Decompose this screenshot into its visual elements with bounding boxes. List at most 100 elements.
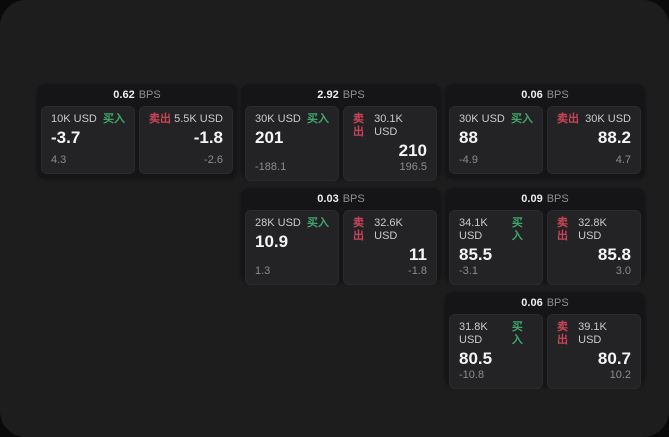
bps-header: 0.62 BPS: [37, 84, 237, 106]
sell-delta: 4.7: [615, 154, 631, 166]
sell-price: 88.2: [597, 128, 631, 148]
price-card: 0.62 BPS 10K USD 买入 -3.7 4.3 卖出 5.5K USD: [37, 84, 237, 178]
bps-header: 0.03 BPS: [241, 188, 441, 210]
bps-value: 0.06: [521, 296, 543, 309]
buy-price: 80.5: [459, 349, 493, 369]
buy-tag: 买入: [511, 321, 523, 347]
sell-tile-top: 卖出 39.1K USD: [557, 321, 631, 347]
sell-tag: 卖出: [149, 113, 171, 125]
bps-value: 0.03: [317, 192, 339, 205]
buy-delta: 1.3: [255, 264, 271, 277]
price-card: 0.09 BPS 34.1K USD 买入 85.5 -3.1 卖出 32.8K…: [445, 188, 645, 285]
sell-tile-top: 卖出 32.8K USD: [557, 217, 631, 243]
buy-delta: -3.1: [459, 264, 478, 277]
bps-value: 2.92: [317, 88, 339, 101]
sell-tag: 卖出: [557, 217, 568, 243]
sell-amount: 32.6K USD: [374, 217, 403, 243]
buy-tile-top: 34.1K USD 买入: [459, 217, 533, 243]
sell-tile[interactable]: 卖出 32.8K USD 85.8 3.0: [547, 210, 641, 285]
price-card: 0.06 BPS 31.8K USD 买入 80.5 -10.8 卖出 39.1…: [445, 292, 645, 389]
sell-delta: 10.2: [609, 368, 631, 381]
bps-value: 0.09: [521, 192, 543, 205]
buy-delta: -188.1: [255, 160, 287, 173]
bps-value: 0.62: [113, 88, 135, 101]
sell-delta: -2.6: [204, 154, 223, 166]
sell-price: 80.7: [597, 349, 631, 369]
bps-unit-label: BPS: [342, 88, 365, 101]
buy-delta: -4.9: [459, 154, 478, 166]
buy-tile-top: 30K USD 买入: [459, 113, 533, 126]
sell-tile-top: 卖出 30.1K USD: [353, 113, 427, 139]
buy-tile[interactable]: 28K USD 买入 10.9 1.3: [245, 210, 339, 285]
buy-tag: 买入: [103, 113, 125, 125]
buy-tile[interactable]: 31.8K USD 买入 80.5 -10.8: [449, 314, 543, 389]
buy-tile-top: 31.8K USD 买入: [459, 321, 533, 347]
sell-tag: 卖出: [557, 321, 568, 347]
sell-amount: 5.5K USD: [174, 113, 223, 125]
bps-header: 0.06 BPS: [445, 292, 645, 314]
sell-tile[interactable]: 卖出 39.1K USD 80.7 10.2: [547, 314, 641, 389]
sell-tile[interactable]: 卖出 30K USD 88.2 4.7: [547, 106, 641, 174]
buy-tile[interactable]: 34.1K USD 买入 85.5 -3.1: [449, 210, 543, 285]
sell-delta: 196.5: [399, 160, 427, 173]
sell-tile[interactable]: 卖出 30.1K USD 210 196.5: [343, 106, 437, 181]
buy-amount: 28K USD: [255, 217, 301, 229]
buy-tag: 买入: [511, 113, 533, 125]
buy-tile[interactable]: 10K USD 买入 -3.7 4.3: [41, 106, 135, 174]
bps-header: 0.09 BPS: [445, 188, 645, 210]
bps-unit-label: BPS: [546, 192, 569, 205]
sell-tile-top: 卖出 5.5K USD: [149, 113, 223, 126]
sell-amount: 39.1K USD: [578, 321, 607, 347]
buy-tag: 买入: [511, 217, 523, 243]
sell-tile-top: 卖出 30K USD: [557, 113, 631, 126]
bps-unit-label: BPS: [546, 296, 569, 309]
bps-header: 2.92 BPS: [241, 84, 441, 106]
sell-tile-top: 卖出 32.6K USD: [353, 217, 427, 243]
price-card: 2.92 BPS 30K USD 买入 201 -188.1 卖出 30.1K …: [241, 84, 441, 181]
sell-tag: 卖出: [353, 113, 364, 139]
sell-price: 11: [409, 245, 427, 265]
bps-unit-label: BPS: [138, 88, 161, 101]
card-body: 34.1K USD 买入 85.5 -3.1 卖出 32.8K USD 85.8…: [445, 210, 645, 289]
card-body: 28K USD 买入 10.9 1.3 卖出 32.6K USD 11 -1.8: [241, 210, 441, 289]
card-body: 31.8K USD 买入 80.5 -10.8 卖出 39.1K USD 80.…: [445, 314, 645, 393]
sell-amount: 32.8K USD: [578, 217, 607, 243]
buy-amount: 34.1K USD: [459, 217, 488, 243]
sell-price: 210: [398, 141, 427, 161]
bps-value: 0.06: [521, 88, 543, 101]
buy-price: 88: [459, 128, 478, 148]
buy-tag: 买入: [307, 113, 329, 125]
sell-amount: 30K USD: [585, 113, 631, 125]
buy-delta: -10.8: [459, 368, 485, 381]
buy-tile[interactable]: 30K USD 买入 88 -4.9: [449, 106, 543, 174]
buy-tile-top: 28K USD 买入: [255, 217, 329, 230]
sell-delta: -1.8: [408, 264, 427, 277]
price-card: 0.03 BPS 28K USD 买入 10.9 1.3 卖出 32.6K US…: [241, 188, 441, 285]
sell-price: -1.8: [193, 128, 223, 148]
buy-delta: 4.3: [51, 154, 67, 166]
bps-unit-label: BPS: [546, 88, 569, 101]
buy-tile[interactable]: 30K USD 买入 201 -188.1: [245, 106, 339, 181]
buy-amount: 10K USD: [51, 113, 97, 125]
price-card: 0.06 BPS 30K USD 买入 88 -4.9 卖出 30K USD: [445, 84, 645, 178]
buy-price: 10.9: [255, 232, 289, 252]
buy-amount: 31.8K USD: [459, 321, 488, 347]
buy-price: 85.5: [459, 245, 493, 265]
bps-unit-label: BPS: [342, 192, 365, 205]
sell-price: 85.8: [597, 245, 631, 265]
sell-delta: 3.0: [615, 264, 631, 277]
sell-tag: 卖出: [353, 217, 364, 243]
buy-tile-top: 10K USD 买入: [51, 113, 125, 126]
sell-amount: 30.1K USD: [374, 113, 403, 139]
buy-price: 201: [255, 128, 284, 148]
price-card-grid: 0.62 BPS 10K USD 买入 -3.7 4.3 卖出 5.5K USD: [37, 84, 645, 389]
sell-tile[interactable]: 卖出 32.6K USD 11 -1.8: [343, 210, 437, 285]
card-body: 10K USD 买入 -3.7 4.3 卖出 5.5K USD -1.8 -2.…: [37, 106, 237, 178]
buy-tag: 买入: [307, 217, 329, 229]
buy-amount: 30K USD: [255, 113, 301, 125]
sell-tile[interactable]: 卖出 5.5K USD -1.8 -2.6: [139, 106, 233, 174]
buy-amount: 30K USD: [459, 113, 505, 125]
buy-price: -3.7: [51, 128, 81, 148]
buy-tile-top: 30K USD 买入: [255, 113, 329, 126]
